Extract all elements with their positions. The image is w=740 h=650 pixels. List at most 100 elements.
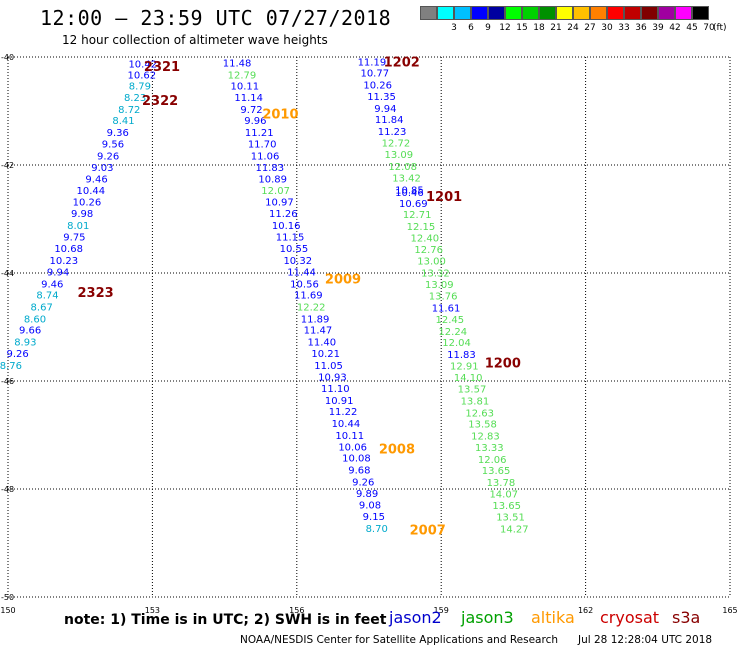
- scale-swatch: [505, 6, 522, 20]
- scale-label: 30: [601, 23, 613, 33]
- wave-height-value: 8.72: [118, 105, 140, 116]
- wave-height-value: 13.65: [492, 501, 521, 512]
- wave-height-value: 8.79: [129, 82, 151, 93]
- scale-label: 6: [468, 23, 474, 33]
- wave-height-value: 9.26: [97, 151, 119, 162]
- wave-height-value: 8.76: [0, 361, 22, 372]
- wave-height-value: 9.36: [107, 128, 129, 139]
- wave-height-value: 12.45: [436, 315, 465, 326]
- wave-height-value: 11.05: [314, 361, 343, 372]
- y-tick-label: -40: [1, 53, 14, 62]
- wave-height-value: 12.06: [478, 455, 507, 466]
- pass-label: 2321: [144, 60, 180, 75]
- pass-label: 1202: [384, 55, 420, 70]
- wave-height-value: 8.41: [112, 116, 134, 127]
- wave-height-value: 11.26: [269, 209, 298, 220]
- wave-height-value: 9.94: [374, 104, 396, 115]
- wave-height-value: 10.93: [318, 373, 347, 384]
- wave-height-value: 12.08: [388, 162, 417, 173]
- wave-height-value: 10.11: [230, 82, 259, 93]
- y-tick-label: -46: [1, 377, 14, 386]
- wave-height-value: 13.00: [417, 257, 446, 268]
- scale-swatch: [607, 6, 624, 20]
- wave-height-value: 12.40: [411, 233, 440, 244]
- scale-label: 33: [618, 23, 630, 33]
- wave-height-value: 12.04: [442, 338, 471, 349]
- scale-label: 39: [652, 23, 664, 33]
- wave-height-value: 14.07: [489, 489, 518, 500]
- scale-swatch: [641, 6, 658, 20]
- wave-height-value: 10.91: [325, 396, 354, 407]
- scale-swatch: [556, 6, 573, 20]
- wave-height-value: 11.15: [276, 232, 305, 243]
- wave-height-value: 10.42: [128, 59, 157, 70]
- legend-altika: altika: [531, 608, 575, 627]
- credit-line: NOAA/NESDIS Center for Satellite Applica…: [240, 634, 558, 646]
- wave-height-value: 10.97: [265, 198, 294, 209]
- y-tick-label: -50: [1, 593, 14, 602]
- scale-swatch: [471, 6, 488, 20]
- wave-height-value: 10.85: [395, 185, 424, 196]
- wave-height-value: 11.89: [301, 314, 330, 325]
- wave-height-value: 8.01: [67, 221, 89, 232]
- wave-height-value: 13.57: [458, 385, 487, 396]
- wave-height-value: 11.44: [287, 267, 316, 278]
- wave-height-value: 12.91: [450, 361, 479, 372]
- scale-label: 18: [533, 23, 545, 33]
- scale-swatch: [658, 6, 675, 20]
- wave-height-value: 11.35: [367, 92, 396, 103]
- scale-swatch: [488, 6, 505, 20]
- wave-height-value: 8.23: [124, 93, 146, 104]
- wave-height-value: 11.47: [304, 326, 333, 337]
- wave-height-value: 9.26: [352, 477, 374, 488]
- axes: -40 -42 -44 -46 -48 -50 150 153 156 159 162 165: [0, 53, 737, 615]
- wave-height-value: 12.22: [297, 302, 326, 313]
- scale-label: 70: [703, 23, 715, 33]
- wave-height-value: 11.83: [447, 350, 476, 361]
- wave-height-value: 10.77: [360, 69, 389, 80]
- wave-height-value: 8.74: [36, 291, 58, 302]
- wave-height-value: 12.07: [261, 186, 290, 197]
- wave-height-value: 9.46: [41, 279, 63, 290]
- wave-height-value: 9.72: [240, 105, 262, 116]
- wave-height-value: 12.72: [382, 138, 411, 149]
- legend-cryosat: cryosat: [600, 608, 660, 627]
- wave-height-value: 10.69: [399, 199, 428, 210]
- wave-height-value: 10.62: [127, 70, 156, 81]
- scale-label: 36: [635, 23, 647, 33]
- wave-height-value: 9.75: [63, 232, 85, 243]
- pass-label: 2007: [410, 524, 446, 539]
- wave-height-value: 9.56: [102, 139, 124, 150]
- scale-label: 45: [686, 23, 698, 33]
- wave-height-value: 8.93: [14, 338, 36, 349]
- pass-label: 2010: [262, 108, 298, 123]
- pass-label: 1200: [485, 357, 521, 372]
- wave-height-value: 10.32: [283, 256, 312, 267]
- wave-height-value: 11.23: [378, 127, 407, 138]
- wave-height-value: 11.14: [234, 93, 263, 104]
- wave-height-value: 10.06: [338, 442, 367, 453]
- wave-height-value: 8.70: [366, 524, 388, 535]
- wave-height-value: 9.26: [6, 349, 28, 360]
- scale-label: 3: [451, 23, 457, 33]
- wave-height-value: 11.69: [294, 291, 323, 302]
- wave-height-value: 9.94: [47, 267, 69, 278]
- wave-height-value: 11.21: [245, 128, 274, 139]
- wave-height-value: 11.19: [358, 57, 387, 68]
- scale-swatch: [522, 6, 539, 20]
- wave-height-value: 13.33: [475, 443, 504, 454]
- page-subtitle: 12 hour collection of altimeter wave hei…: [62, 33, 328, 47]
- wave-height-value: 13.78: [487, 478, 516, 489]
- wave-height-value: 11.40: [308, 338, 337, 349]
- scale-swatch: [454, 6, 471, 20]
- wave-height-value: 9.98: [71, 209, 93, 220]
- scale-swatch: [420, 6, 437, 20]
- wave-height-value: 8.60: [24, 314, 46, 325]
- scale-unit: (ft): [713, 23, 727, 33]
- wave-height-value: 10.68: [54, 244, 83, 255]
- wave-height-value: 9.68: [348, 466, 370, 477]
- x-tick-label: 150: [0, 606, 15, 615]
- generated-timestamp: Jul 28 12:28:04 UTC 2018: [578, 634, 713, 646]
- wave-height-value: 11.61: [432, 304, 461, 315]
